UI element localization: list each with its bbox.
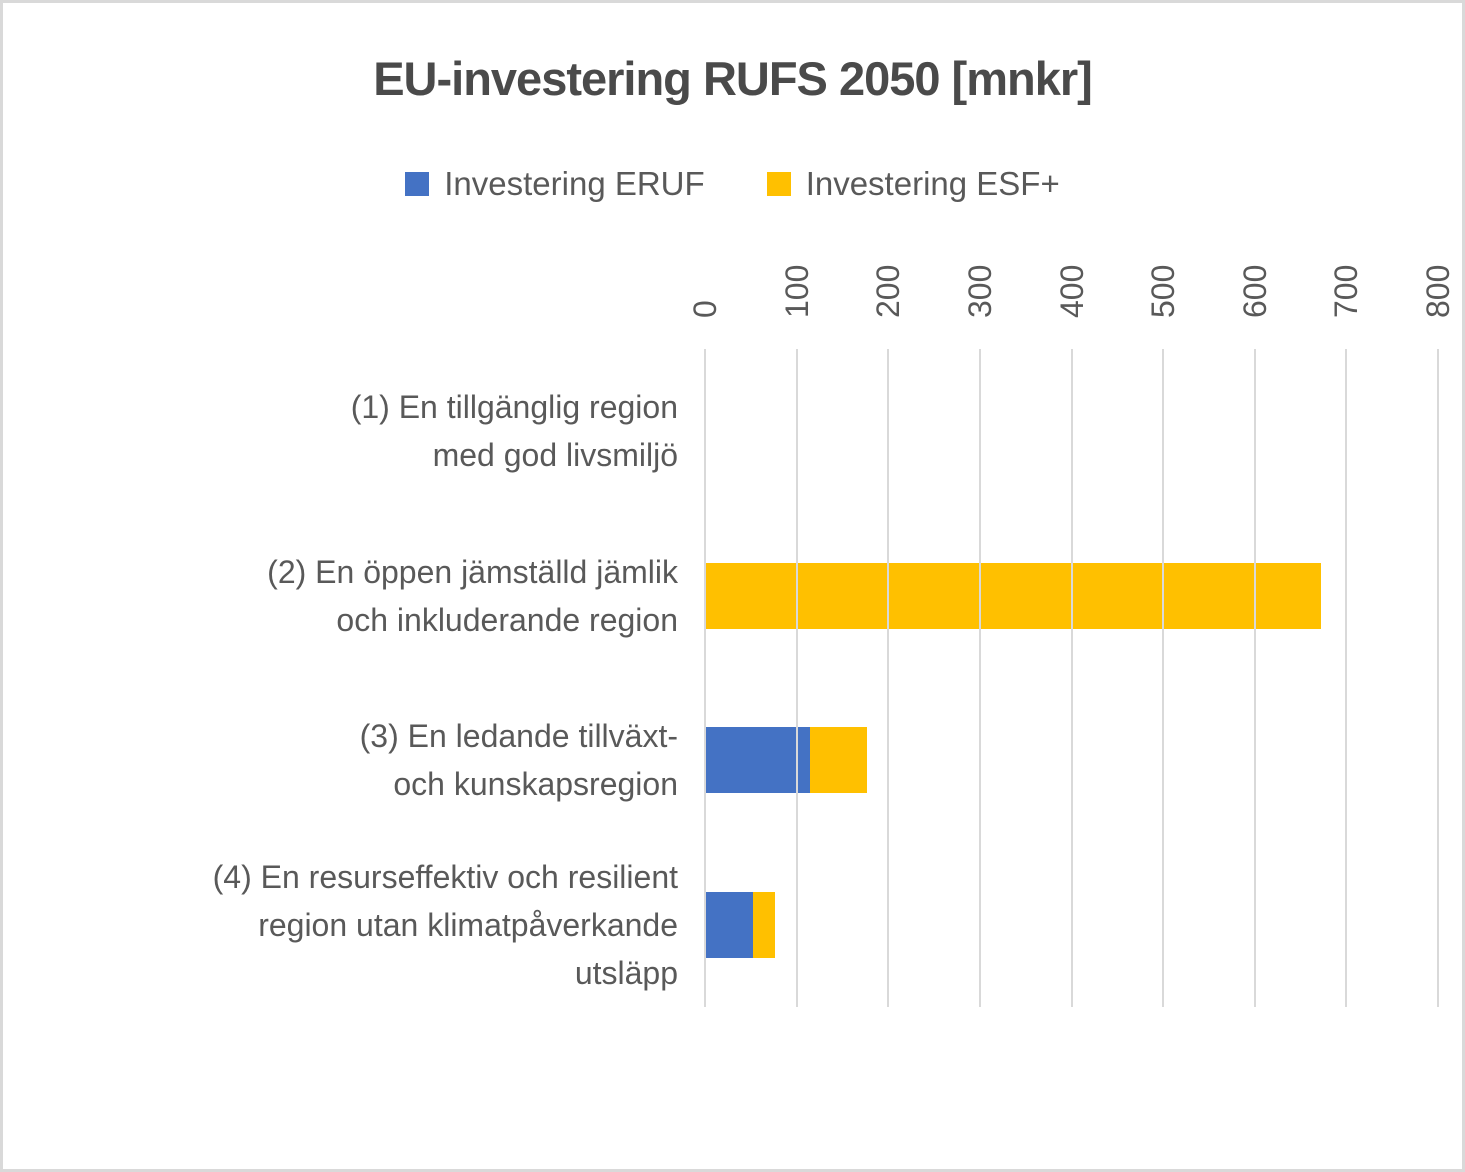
gridline [887,349,890,1007]
bar-row [705,727,1438,794]
bar-segment-esf [752,891,775,958]
category-band [705,678,1438,843]
x-axis-tick-label: 0 [687,300,723,318]
bar-row [705,562,1438,629]
category-label: (2) En öppen jämställd jämlik och inklude… [61,514,678,679]
category-label-line: region utan klimatpåverkande [258,906,678,943]
gridline [1437,349,1439,1007]
category-label-line: (4) En resurseffektiv och resilient [212,858,678,895]
x-axis-tick-label: 500 [1145,264,1182,318]
category-label-line: utsläpp [574,954,678,991]
x-axis-tick-label: 400 [1053,264,1090,318]
gridline [1070,349,1073,1007]
bar-segment-esf [705,562,1321,629]
x-axis-tick-label: 200 [870,264,907,318]
bar-segment-esf [810,727,868,794]
bar-segment-eruf [705,891,753,958]
gridline [1345,349,1348,1007]
bar-segment-eruf [705,727,811,794]
category-band [705,843,1438,1008]
category-label-line: och kunskapsregion [393,766,678,803]
bars-container [705,349,1438,1007]
category-label-line: (3) En ledande tillväxt- [359,718,678,755]
plot-area [704,349,1439,1007]
legend-label-eruf: Investering ERUF [444,165,705,202]
gridline [1253,349,1256,1007]
category-band [705,514,1438,679]
gridline [795,349,798,1007]
x-axis-tick-labels: 0 100 200 300 400 500 600 700 800 [687,218,1456,349]
x-axis-tick-label: 300 [961,264,998,318]
legend-swatch-esf [766,172,791,196]
category-label-line: (1) En tillgänglig region [350,389,678,426]
gridline [978,349,981,1007]
x-axis-tick-label: 800 [1420,264,1456,318]
category-label-line: med god livsmiljö [432,437,678,474]
category-labels: (1) En tillgänglig region med god livsmil… [61,349,678,1007]
category-label: (3) En ledande tillväxt-och kunskapsregi… [61,678,678,843]
chart-title: EU-investering RUFS 2050 [mnkr] [373,52,1093,105]
category-label: (1) En tillgänglig region med god livsmil… [61,349,678,514]
x-axis-tick-label: 600 [1236,264,1273,318]
x-axis-tick-label: 700 [1328,264,1365,318]
category-label: (4) En resurseffektiv och resilient regio… [61,843,678,1008]
x-axis-tick-label: 100 [778,264,815,318]
legend-label-esf: Investering ESF+ [805,165,1060,202]
category-label-line: (2) En öppen jämställd jämlik [267,553,678,590]
legend-item-eruf: Investering ERUF [405,165,705,203]
category-label-line: och inkluderande region [336,601,678,638]
legend-swatch-eruf [405,172,430,196]
bar-row [705,891,1438,958]
legend-item-esf: Investering ESF+ [766,165,1060,203]
chart-legend: Investering ERUF Investering ESF+ [3,163,1462,205]
gridline [704,349,706,1007]
gridline [1162,349,1165,1007]
